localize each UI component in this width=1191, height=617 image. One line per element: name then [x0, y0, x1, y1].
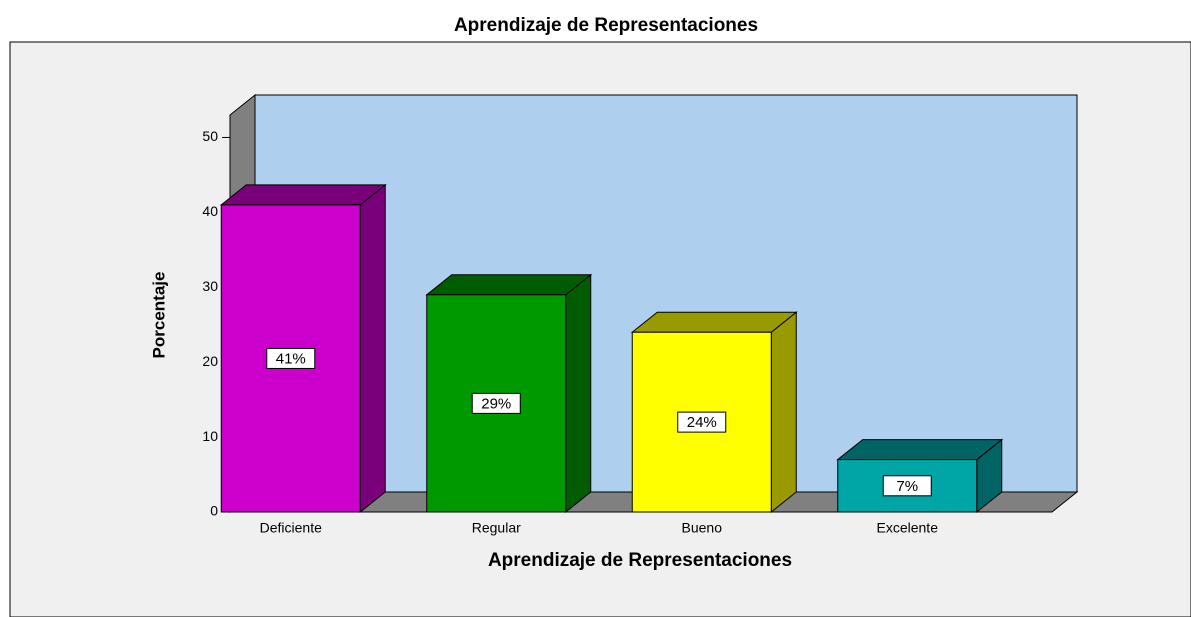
x-tick-label: Regular — [472, 520, 521, 536]
x-tick-label: Deficiente — [260, 520, 322, 536]
value-label: 24% — [687, 414, 717, 431]
x-tick-label: Excelente — [877, 520, 939, 536]
value-label: 7% — [896, 478, 918, 495]
y-axis-label: Porcentaje — [149, 272, 168, 359]
bar-top — [219, 184, 387, 206]
x-tick-label: Bueno — [682, 520, 723, 536]
x-axis-label: Aprendizaje de Representaciones — [488, 550, 792, 571]
bar-top — [836, 439, 1004, 461]
value-label: 41% — [276, 350, 306, 367]
value-label-box — [677, 411, 727, 433]
y-tick-label: 30 — [202, 278, 218, 294]
y-tick-label: 10 — [202, 428, 218, 444]
chart-title: Aprendizaje de Representaciones — [454, 15, 758, 36]
bar-side — [770, 311, 797, 514]
bar-top — [630, 311, 798, 333]
bar-side — [565, 273, 592, 514]
y-tick-label: 50 — [202, 128, 218, 144]
value-label: 29% — [481, 395, 511, 412]
y-tick-label: 20 — [202, 353, 218, 369]
value-label-box — [266, 347, 316, 369]
value-label-box — [882, 475, 932, 497]
value-label-box — [471, 392, 521, 414]
bar-top — [425, 274, 593, 296]
y-tick-label: 40 — [202, 203, 218, 219]
y-tick-label: 0 — [210, 503, 218, 519]
bar-side — [359, 183, 386, 514]
